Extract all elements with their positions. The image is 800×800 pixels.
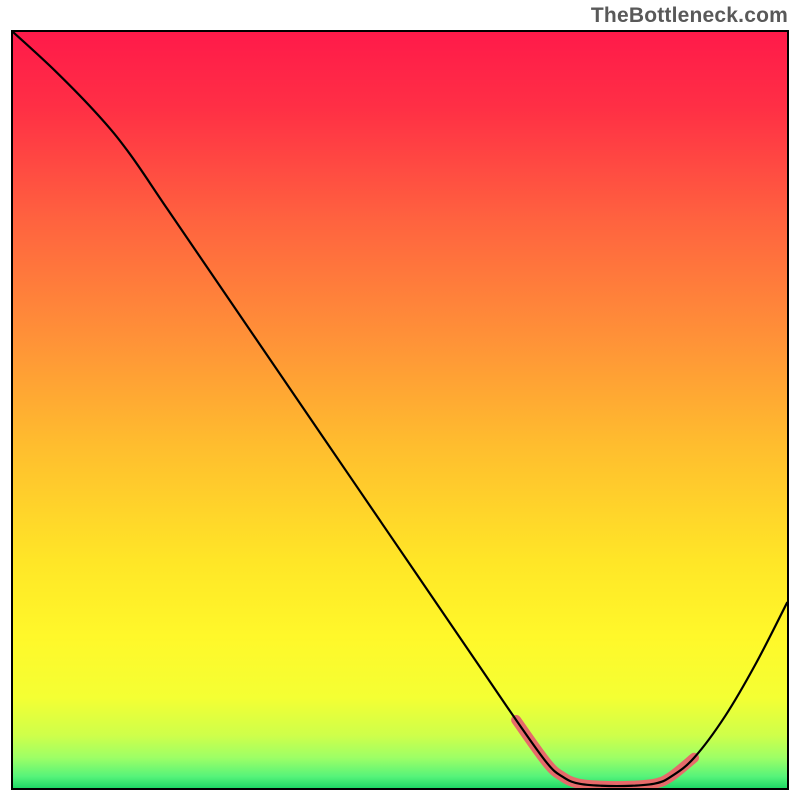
curve-line	[13, 32, 787, 786]
curve-layer	[13, 32, 787, 788]
attribution-label: TheBottleneck.com	[591, 4, 788, 28]
highlight-segment	[516, 720, 694, 786]
plot-area	[11, 30, 789, 790]
chart-container: TheBottleneck.com	[0, 0, 800, 800]
